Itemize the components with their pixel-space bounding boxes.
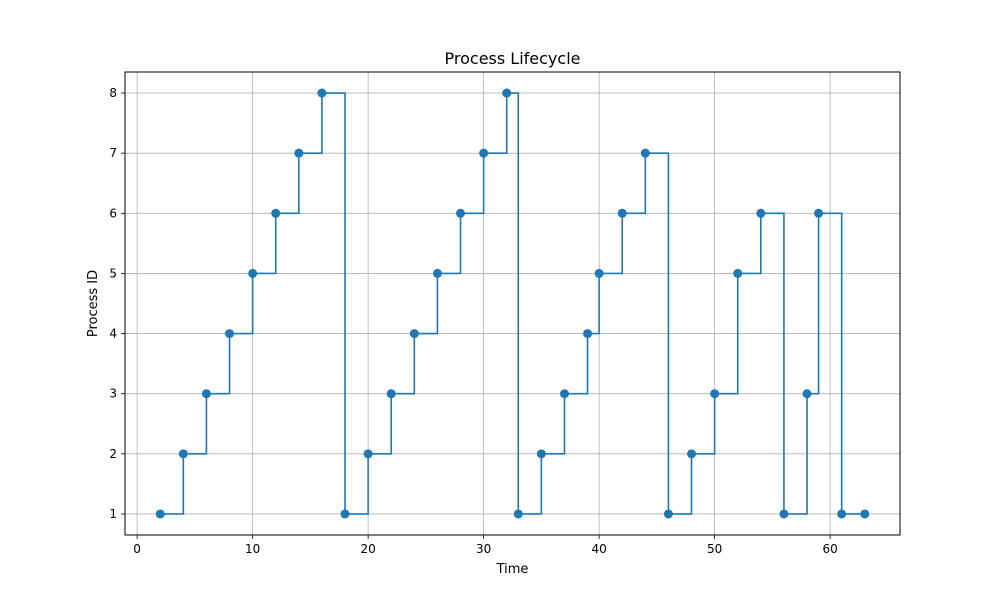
y-tick-label: 2	[109, 447, 117, 461]
data-point	[733, 268, 743, 278]
data-point	[559, 389, 569, 399]
x-tick-label: 0	[133, 542, 141, 556]
data-point	[294, 148, 304, 158]
x-axis-label: Time	[496, 562, 529, 577]
data-point	[814, 208, 824, 218]
data-point	[710, 389, 720, 399]
data-point	[617, 208, 627, 218]
data-point	[225, 329, 235, 339]
data-point	[248, 268, 258, 278]
data-point	[594, 268, 604, 278]
data-point	[363, 449, 373, 459]
data-point	[687, 449, 697, 459]
data-point	[432, 268, 442, 278]
y-tick-label: 7	[109, 146, 117, 160]
data-point	[837, 509, 847, 519]
y-axis-label: Process ID	[86, 270, 101, 337]
data-point	[802, 389, 812, 399]
data-point	[155, 509, 165, 519]
data-point	[178, 449, 188, 459]
data-point	[779, 509, 789, 519]
y-tick-label: 3	[109, 387, 117, 401]
y-tick-label: 4	[109, 327, 117, 341]
axis-ticks: 0 10 20 30 40 50 60 1 2 3 4 5 6 7 8	[109, 86, 837, 556]
data-point	[479, 148, 489, 158]
data-point	[386, 389, 396, 399]
x-tick-label: 20	[360, 542, 375, 556]
data-point	[513, 509, 523, 519]
data-point	[271, 208, 281, 218]
data-point	[456, 208, 466, 218]
y-tick-label: 1	[109, 507, 117, 521]
y-tick-label: 5	[109, 266, 117, 280]
y-tick-label: 6	[109, 206, 117, 220]
series-step-line	[160, 92, 865, 515]
data-point	[409, 329, 419, 339]
x-tick-label: 60	[822, 542, 837, 556]
data-point	[317, 88, 327, 98]
data-point	[536, 449, 546, 459]
x-tick-label: 10	[245, 542, 260, 556]
x-tick-label: 30	[476, 542, 491, 556]
data-point	[201, 389, 211, 399]
data-point	[756, 208, 766, 218]
data-point	[502, 88, 512, 98]
data-point	[640, 148, 650, 158]
data-point	[340, 509, 350, 519]
data-point	[663, 509, 673, 519]
plot-frame	[124, 71, 901, 536]
x-tick-label: 50	[707, 542, 722, 556]
data-layer	[155, 88, 870, 519]
x-tick-label: 40	[591, 542, 606, 556]
data-point	[860, 509, 870, 519]
data-point	[583, 329, 593, 339]
y-tick-label: 8	[109, 86, 117, 100]
chart-title: Process Lifecycle	[445, 49, 581, 68]
